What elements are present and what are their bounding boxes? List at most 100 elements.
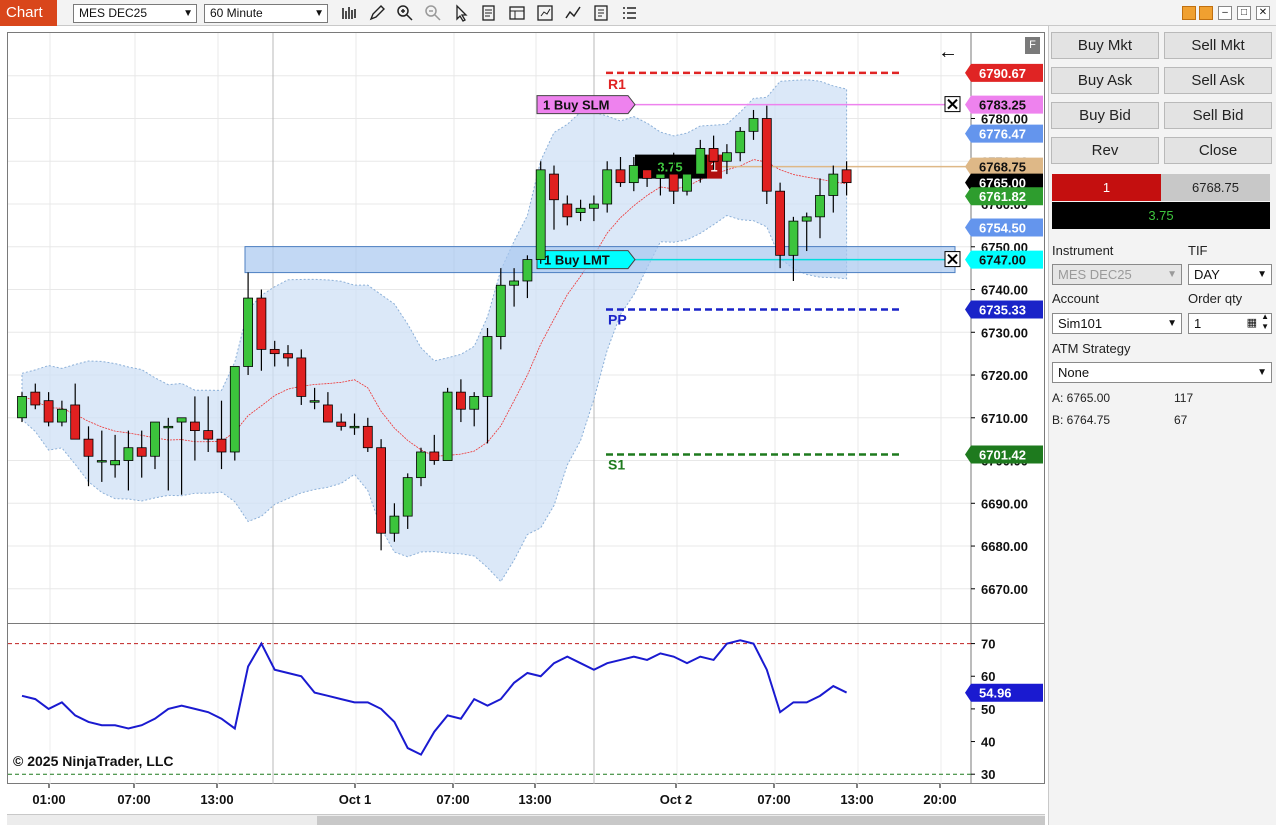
candle-body [362,425,373,449]
zoom-out-icon[interactable] [424,4,442,22]
candle [17,392,27,423]
reverse-button[interactable]: Rev [1051,137,1159,164]
interval-selector[interactable]: 60 Minute ▼ [204,4,328,23]
candle [442,387,453,461]
candle-body [668,173,679,192]
time-tick-label: Oct 2 [660,792,693,807]
f-badge[interactable]: F [1025,37,1040,54]
scroll-thumb[interactable] [317,816,1045,825]
candle-body [322,404,333,423]
pointer-icon[interactable] [452,4,470,22]
price-marker: 6783.25 [965,95,1043,114]
price-marker: 6790.67 [965,63,1043,82]
candle [429,434,440,465]
price-marker: 6754.50 [965,218,1043,237]
instrument-link-icon[interactable] [1199,6,1213,20]
chevron-down-icon: ▼ [1167,318,1177,329]
indicator-tick-label: 60 [981,669,995,684]
candle [801,212,812,252]
price-tick-label: 6730.00 [981,325,1028,340]
spin-arrows-icon[interactable]: ▲ ▼ [1261,312,1269,331]
candle-body [841,169,852,184]
account-label: Account [1052,291,1099,306]
link-color-icon[interactable] [1182,6,1196,20]
candle-body [602,169,613,205]
atm-strategy-label: ATM Strategy [1052,341,1131,356]
account-select[interactable]: Sim101 ▼ [1052,313,1182,334]
candle-body [57,408,67,423]
price-marker: 6768.75 [965,157,1043,176]
candle [549,165,559,230]
price-marker: 6765.00 [965,173,1043,192]
candle [110,434,120,478]
candle [269,340,280,367]
candle-body [748,118,759,132]
zoom-in-icon[interactable] [396,4,414,22]
atm-strategy-select[interactable]: None ▼ [1052,362,1272,383]
draw-icon[interactable] [368,4,386,22]
candle [602,161,613,213]
candle-body [389,515,400,534]
horizontal-scrollbar[interactable] [7,814,1045,825]
candle [655,165,666,196]
back-arrow-icon[interactable]: ← [938,41,958,63]
close-position-button[interactable]: Close [1164,137,1272,164]
indicator-panel[interactable]: 70 60 50 40 30 54.96 © 2025 NinjaTrader, LLC [7,624,1045,784]
candle-body [455,391,466,410]
candle [522,255,533,299]
candle [283,345,293,367]
order-qty-stepper[interactable]: 1 ▦ ▲ ▼ [1188,312,1272,334]
candle [682,169,692,196]
chevron-down-icon: ▼ [183,8,193,19]
candle [322,392,333,423]
candle [509,268,520,307]
copyright: © 2025 NinjaTrader, LLC [13,753,174,769]
candle-body [96,460,107,463]
indicator-tick-label: 50 [981,702,995,717]
maximize-icon[interactable]: □ [1237,6,1251,20]
candle-body [243,297,254,367]
sell-bid-button[interactable]: Sell Bid [1164,102,1272,129]
bar-type-icon[interactable] [340,4,358,22]
indicator-chart[interactable]: 70 60 50 40 30 54.96 [8,624,1044,784]
candle-body [522,259,533,282]
price-marker-label: 6754.50 [979,221,1026,236]
properties-icon[interactable] [592,4,610,22]
price-marker: 6701.42 [965,445,1043,464]
buy-ask-button[interactable]: Buy Ask [1051,67,1159,94]
candle [815,178,825,239]
templates-icon[interactable] [508,4,526,22]
minimize-icon[interactable]: – [1218,6,1232,20]
candle-body [376,447,387,534]
tif-select[interactable]: DAY ▼ [1188,264,1272,285]
close-icon[interactable]: ✕ [1256,6,1270,20]
buy-market-button[interactable]: Buy Mkt [1051,32,1159,59]
indicators-icon[interactable] [564,4,582,22]
candle-body [722,152,732,162]
candle-body [163,425,174,429]
candle [349,413,360,435]
indicator-tick-label: 30 [981,767,995,782]
menu-icon[interactable] [620,4,638,22]
candle [309,387,320,410]
data-box-icon[interactable] [480,4,498,22]
buy-bid-button[interactable]: Buy Bid [1051,102,1159,129]
candle-body [695,148,706,175]
candle [376,439,387,551]
sell-market-button[interactable]: Sell Mkt [1164,32,1272,59]
candle-body [136,447,147,457]
instrument-selector[interactable]: MES DEC25 ▼ [73,4,197,23]
candle-body [349,425,360,429]
calculator-icon[interactable]: ▦ [1246,317,1257,329]
order-qty-value: 1 [1194,316,1202,331]
price-tick-label: 6720.00 [981,368,1028,383]
chart-tab[interactable]: Chart [0,0,57,26]
strategies-icon[interactable] [536,4,554,22]
candle-body [801,216,812,222]
order-qty-label: Order qty [1188,291,1243,306]
candle [243,272,254,376]
time-axis[interactable]: 01:00 07:00 13:00 Oct 1 07:00 13:00 Oct 2 07:00… [7,784,972,814]
sell-ask-button[interactable]: Sell Ask [1164,67,1272,94]
